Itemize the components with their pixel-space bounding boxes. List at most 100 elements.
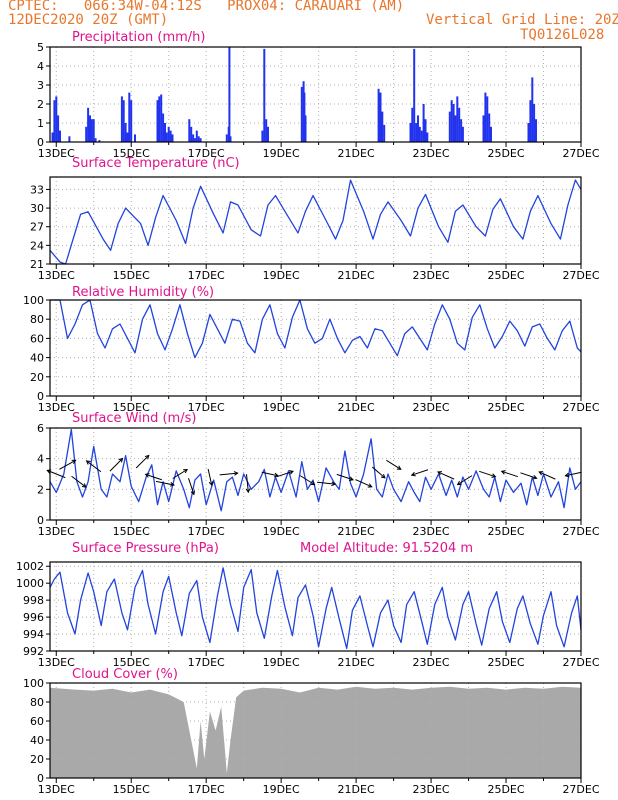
x-tick-label: 17DEC — [188, 147, 225, 160]
wind-arrow — [299, 475, 315, 486]
wind-arrow — [501, 470, 519, 478]
wind-arrow — [276, 470, 294, 478]
wind-arrow-head — [538, 471, 544, 476]
precip-bar — [415, 123, 418, 142]
precip-bar — [122, 100, 125, 142]
precip-bar — [304, 115, 307, 142]
precip-bar — [303, 92, 306, 142]
y-tick-label: 0 — [37, 514, 44, 527]
wind-arrow-head — [456, 480, 462, 486]
precip-bar — [460, 119, 463, 142]
wind-arrow — [565, 471, 582, 477]
precip-bar — [55, 96, 58, 142]
cloud-cover-area — [50, 686, 581, 778]
header-code: TQ0126L028 — [520, 27, 605, 43]
x-tick-label: 21DEC — [338, 147, 375, 160]
y-tick-label: 2 — [37, 98, 44, 111]
wind-arrow-head — [118, 457, 124, 463]
wind-arrow — [145, 473, 162, 481]
precip-bar — [417, 115, 419, 142]
y-tick-label: 21 — [30, 258, 44, 271]
wind-arrow-head — [310, 480, 316, 486]
wind-arrow — [155, 480, 175, 486]
x-tick-label: 21DEC — [338, 783, 375, 796]
precip-bar — [98, 140, 101, 142]
wind-arrow-head — [348, 476, 354, 481]
precip-bar — [383, 124, 386, 142]
precip-bar — [165, 132, 168, 142]
wind-arrow — [109, 458, 123, 472]
wind-arrow — [479, 470, 496, 478]
precip-bar — [482, 115, 485, 142]
precip-bar — [87, 107, 90, 142]
y-tick-label: 30 — [30, 202, 44, 215]
y-tick-label: 80 — [30, 313, 44, 326]
precip-bar — [128, 92, 131, 142]
x-tick-label: 21DEC — [338, 269, 375, 282]
wind-arrow-head — [331, 481, 337, 487]
precip-bar — [490, 126, 492, 142]
wind-arrow — [207, 468, 213, 486]
precip-bar — [57, 115, 60, 142]
x-tick-label: 15DEC — [113, 401, 150, 414]
x-tick-label: 19DEC — [263, 269, 300, 282]
wind-arrow-head — [500, 470, 506, 475]
wind-arrow-head — [144, 454, 150, 460]
wind-arrow-head — [396, 465, 402, 470]
precip-bar — [53, 100, 56, 142]
y-tick-label: 4 — [37, 453, 44, 466]
precip-bar — [89, 115, 91, 142]
precip-bar — [454, 115, 457, 142]
wind-arrow-head — [288, 470, 294, 475]
wind-arrow — [71, 475, 87, 488]
precip-bar — [418, 126, 421, 142]
wind-arrow — [86, 460, 102, 473]
x-tick-label: 19DEC — [263, 401, 300, 414]
wind-arrow — [317, 481, 336, 485]
precip-bar — [263, 48, 266, 142]
x-tick-label: 27DEC — [562, 783, 599, 796]
wind-arrow-head — [564, 472, 570, 478]
x-tick-label: 21DEC — [338, 656, 375, 669]
precip-bar — [197, 136, 200, 142]
y-tick-label: 33 — [30, 183, 44, 196]
precip-bar — [90, 119, 93, 142]
header-grid-note: Vertical Grid Line: 20Z — [426, 12, 618, 28]
wind-arrow-head — [245, 488, 251, 494]
precip-bar — [261, 130, 264, 142]
precip-bar — [420, 130, 423, 142]
wind-arrow-head — [410, 471, 416, 477]
wind-arrow-head — [437, 471, 442, 476]
wind-arrow-head — [233, 471, 239, 476]
wind-arrow — [520, 472, 537, 479]
wind-arrow — [188, 478, 195, 495]
x-tick-label: 25DEC — [487, 147, 524, 160]
x-tick-label: 15DEC — [113, 783, 150, 796]
y-tick-label: 1000 — [16, 577, 44, 590]
x-tick-label: 27DEC — [562, 269, 599, 282]
precip-bar — [448, 111, 451, 142]
wind-arrow — [246, 474, 249, 493]
precip-bar — [156, 100, 159, 142]
panel-frame — [49, 427, 582, 521]
y-tick-label: 100 — [23, 677, 44, 690]
y-tick-label: 20 — [30, 371, 44, 384]
wind-arrow — [59, 459, 76, 470]
x-tick-label: 15DEC — [113, 269, 150, 282]
precip-bar — [160, 94, 163, 142]
precip-bar — [188, 119, 191, 142]
precip-bar — [158, 96, 161, 142]
precip-bar — [229, 136, 232, 142]
x-tick-label: 27DEC — [562, 401, 599, 414]
wind-arrow-head — [532, 474, 538, 480]
wind-arrow — [172, 469, 188, 479]
wind-arrow — [411, 469, 429, 476]
precip-bar — [529, 100, 532, 142]
precip-bar — [68, 136, 71, 142]
wind-arrow — [261, 471, 279, 477]
panel-title: Surface Pressure (hPa) — [72, 541, 219, 556]
precip-bar — [164, 123, 166, 142]
x-tick-label: 13DEC — [38, 269, 75, 282]
x-tick-label: 13DEC — [38, 401, 75, 414]
x-tick-label: 15DEC — [113, 147, 150, 160]
